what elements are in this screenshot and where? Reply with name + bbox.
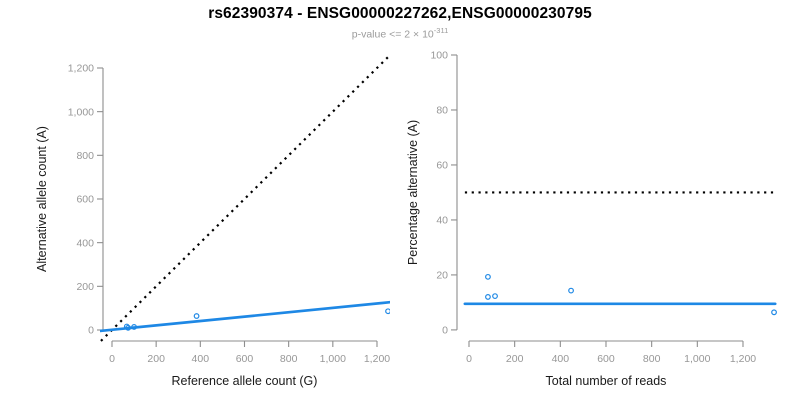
y-tick-label: 0 (88, 325, 94, 337)
plot-area (463, 191, 777, 316)
data-point (485, 273, 491, 280)
x-tick-label: 800 (280, 353, 298, 365)
x-tick-label: 400 (552, 353, 570, 365)
figure-subtitle: p-value <= 2 × 10-311 (0, 26, 800, 41)
x-tick-label: 200 (506, 353, 524, 365)
x-tick-label: 1,200 (730, 353, 756, 365)
y-tick-label: 100 (430, 50, 448, 62)
data-point (485, 294, 491, 300)
y-tick-label: 0 (442, 325, 448, 337)
x-axis-title: Total number of reads (546, 374, 667, 388)
x-tick-label: 1,000 (320, 353, 346, 365)
data-point (193, 313, 200, 319)
x-tick-label: 400 (192, 353, 210, 365)
y-tick-label: 1,000 (68, 106, 94, 118)
y-tick-label: 800 (76, 150, 94, 162)
y-axis-title: Alternative allele count (A) (35, 126, 49, 272)
plot-area (100, 55, 390, 342)
y-tick-label: 400 (76, 237, 94, 249)
percentage-scatter-panel: 0 200 400 600 800 1,000 1,200 0 20 40 60 80 100 Total… (406, 50, 777, 388)
pvalue-text: p-value <= 2 × 10 (351, 28, 434, 41)
x-tick-label: 600 (236, 353, 254, 365)
x-tick-label: 800 (643, 353, 661, 365)
y-axis-title: Percentage alternative (A) (406, 120, 420, 265)
data-point (385, 308, 390, 315)
pvalue-exponent: -311 (433, 26, 449, 35)
fit-line (100, 300, 390, 333)
identity-line (100, 55, 390, 342)
axes: 0 200 400 600 800 1,000 1,200 0 20 40 60 80 100 (430, 50, 756, 365)
axes: 0 200 400 600 800 1,000 1,200 0 200 400 600 800 1,00… (68, 63, 391, 365)
x-tick-label: 1,000 (684, 353, 710, 365)
allele-count-scatter-panel: 0 200 400 600 800 1,000 1,200 0 200 400 600 800 1,00… (35, 55, 391, 388)
y-tick-label: 600 (76, 194, 94, 206)
data-point (492, 293, 498, 299)
figure-title: rs62390374 - ENSG00000227262,ENSG0000023… (208, 5, 592, 22)
y-tick-label: 80 (436, 105, 448, 117)
data-point (568, 287, 574, 294)
y-tick-label: 20 (436, 270, 448, 282)
y-tick-label: 200 (76, 281, 94, 293)
x-tick-label: 1,200 (364, 353, 390, 365)
data-point (771, 309, 777, 316)
x-tick-label: 600 (597, 353, 615, 365)
x-tick-label: 200 (147, 353, 165, 365)
x-axis-title: Reference allele count (G) (172, 374, 318, 388)
x-tick-label: 0 (466, 353, 472, 365)
y-tick-label: 1,200 (68, 63, 94, 75)
x-tick-label: 0 (109, 353, 115, 365)
y-tick-label: 60 (436, 160, 448, 172)
y-tick-label: 40 (436, 215, 448, 227)
